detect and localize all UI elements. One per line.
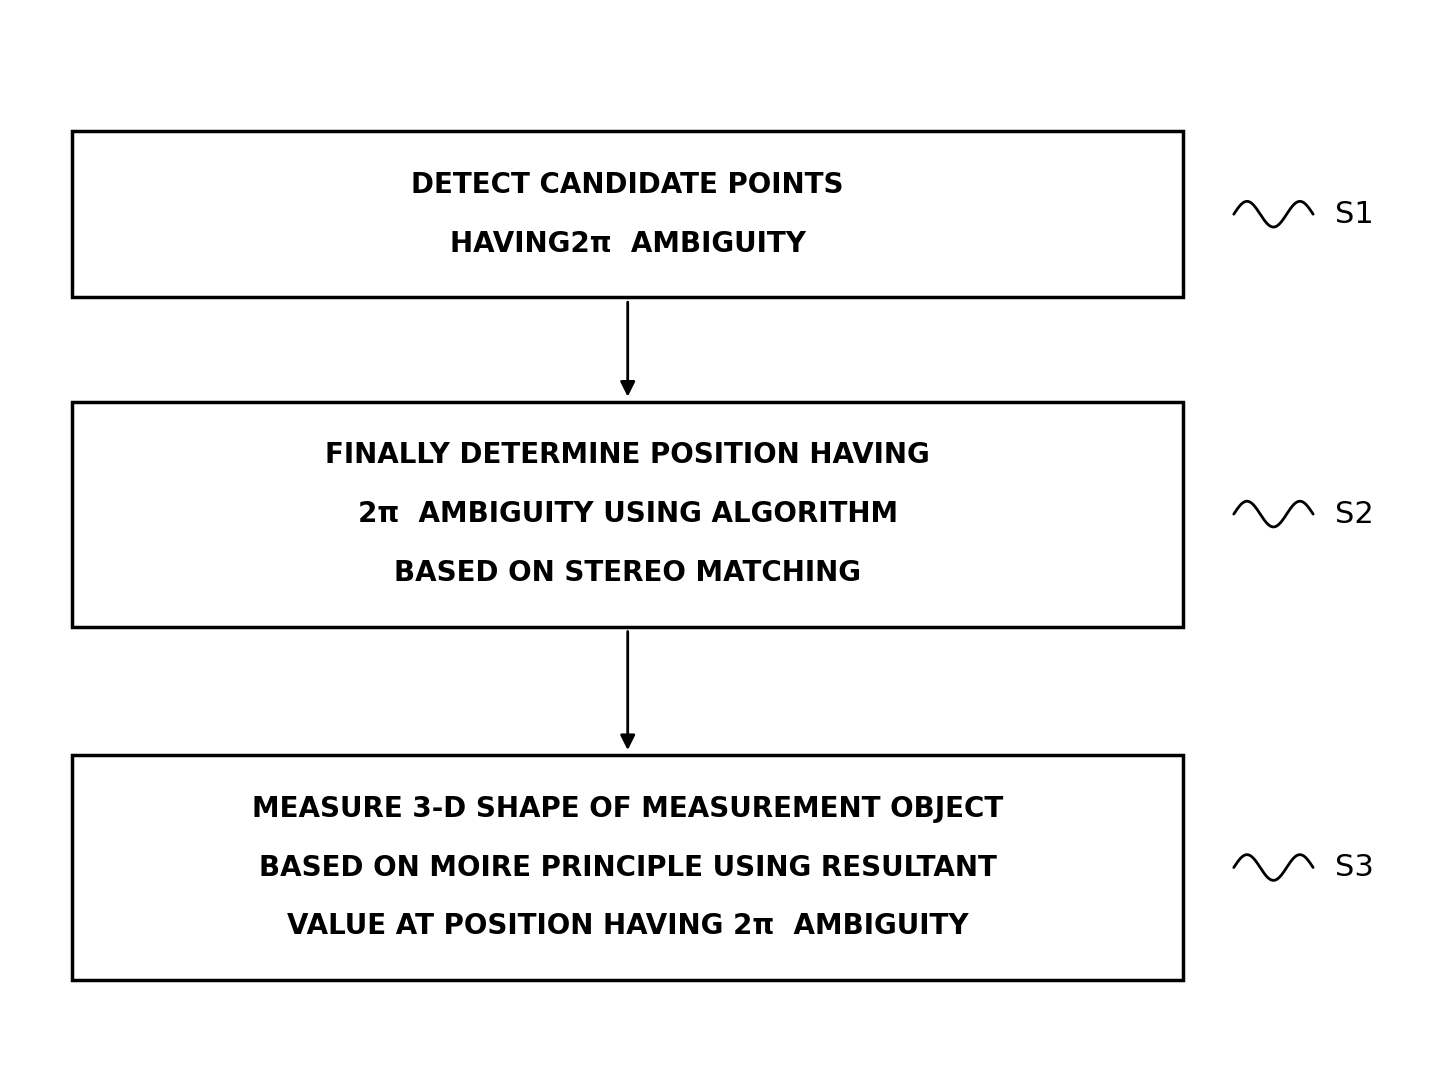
FancyBboxPatch shape bbox=[72, 402, 1183, 627]
Text: VALUE AT POSITION HAVING 2π  AMBIGUITY: VALUE AT POSITION HAVING 2π AMBIGUITY bbox=[287, 912, 968, 940]
Text: S2: S2 bbox=[1335, 499, 1374, 529]
Text: FINALLY DETERMINE POSITION HAVING: FINALLY DETERMINE POSITION HAVING bbox=[325, 441, 931, 469]
Text: 2π  AMBIGUITY USING ALGORITHM: 2π AMBIGUITY USING ALGORITHM bbox=[358, 500, 898, 528]
FancyBboxPatch shape bbox=[72, 755, 1183, 980]
FancyBboxPatch shape bbox=[72, 131, 1183, 297]
Text: S3: S3 bbox=[1335, 853, 1374, 883]
Text: BASED ON STEREO MATCHING: BASED ON STEREO MATCHING bbox=[394, 559, 861, 587]
Text: DETECT CANDIDATE POINTS: DETECT CANDIDATE POINTS bbox=[411, 170, 844, 199]
Text: MEASURE 3-D SHAPE OF MEASUREMENT OBJECT: MEASURE 3-D SHAPE OF MEASUREMENT OBJECT bbox=[253, 795, 1003, 823]
Text: S1: S1 bbox=[1335, 199, 1374, 229]
Text: BASED ON MOIRE PRINCIPLE USING RESULTANT: BASED ON MOIRE PRINCIPLE USING RESULTANT bbox=[258, 854, 997, 881]
Text: HAVING2π  AMBIGUITY: HAVING2π AMBIGUITY bbox=[450, 229, 805, 258]
